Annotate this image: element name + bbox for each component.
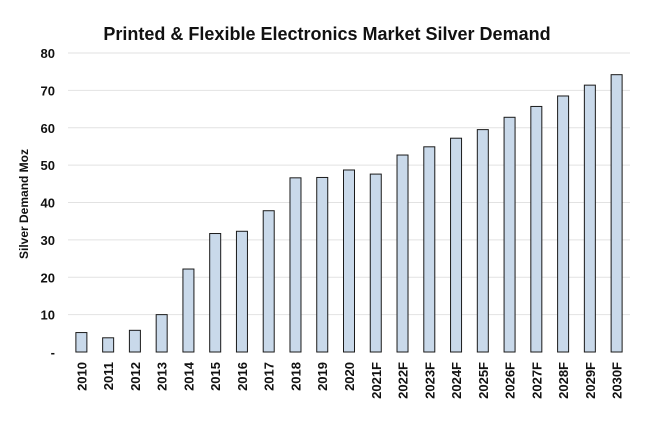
y-tick-label: 80 — [41, 46, 55, 61]
x-tick-label: 2012 — [128, 362, 143, 391]
chart-title: Printed & Flexible Electronics Market Si… — [103, 24, 551, 44]
x-tick-label: 2020 — [342, 362, 357, 391]
x-tick-label: 2016 — [235, 362, 250, 391]
x-tick-label: 2010 — [74, 362, 89, 391]
x-tick-labels: 2010 2011 2012 2013 2014 2015 2016 2017 2018 2019… — [74, 361, 624, 399]
bar-2017 — [262, 210, 275, 353]
x-tick-label: 2018 — [288, 362, 303, 391]
x-tick-label: 2014 — [181, 361, 196, 391]
y-tick-label: 70 — [41, 83, 55, 98]
y-tick-label: 40 — [41, 196, 55, 211]
bar-2023F — [423, 146, 436, 353]
bars — [75, 74, 623, 353]
bar-2028F — [557, 95, 570, 353]
x-tick-label: 2019 — [315, 362, 330, 391]
x-tick-label: 2022F — [396, 362, 411, 399]
x-tick-label: 2030F — [610, 362, 625, 399]
bar-2018 — [289, 177, 302, 353]
x-tick-label: 2017 — [262, 362, 277, 391]
x-tick-label: 2023F — [422, 362, 437, 399]
y-tick-label: 30 — [41, 233, 55, 248]
bar-2030F — [610, 74, 623, 353]
y-tick-label: 60 — [41, 121, 55, 136]
bar-2014 — [182, 268, 195, 353]
x-tick-label: 2027F — [529, 362, 544, 399]
x-tick-label: 2021F — [369, 362, 384, 399]
bar-2021F — [369, 173, 382, 353]
y-tick-label: 10 — [41, 308, 55, 323]
x-tick-label: 2013 — [155, 362, 170, 391]
bar-2010 — [75, 332, 88, 353]
bar-2024F — [450, 137, 463, 353]
bar-2011 — [102, 337, 115, 353]
x-tick-label: 2024F — [449, 362, 464, 399]
y-tick-labels: - 10 20 30 40 50 60 70 80 — [41, 46, 55, 360]
y-tick-label: 20 — [41, 270, 55, 285]
x-tick-label: 2028F — [556, 362, 571, 399]
bar-2019 — [316, 176, 329, 353]
y-axis-label: Silver Demand Moz — [17, 149, 31, 259]
x-tick-label: 2026F — [503, 362, 518, 399]
x-tick-label: 2029F — [583, 362, 598, 399]
bar-2025F — [476, 129, 489, 353]
bar-2027F — [530, 105, 543, 353]
bar-2012 — [128, 329, 141, 353]
x-tick-label: 2015 — [208, 362, 223, 391]
bar-2022F — [396, 154, 409, 353]
y-tick-label: - — [51, 345, 55, 360]
bar-2026F — [503, 116, 516, 353]
x-tick-label: 2011 — [101, 362, 116, 390]
x-tick-label: 2025F — [476, 362, 491, 399]
bar-2013 — [155, 314, 168, 353]
bar-2015 — [209, 233, 222, 353]
bar-2020 — [343, 169, 355, 353]
bar-2029F — [583, 84, 596, 353]
bar-2016 — [235, 230, 248, 353]
y-tick-label: 50 — [41, 158, 55, 173]
